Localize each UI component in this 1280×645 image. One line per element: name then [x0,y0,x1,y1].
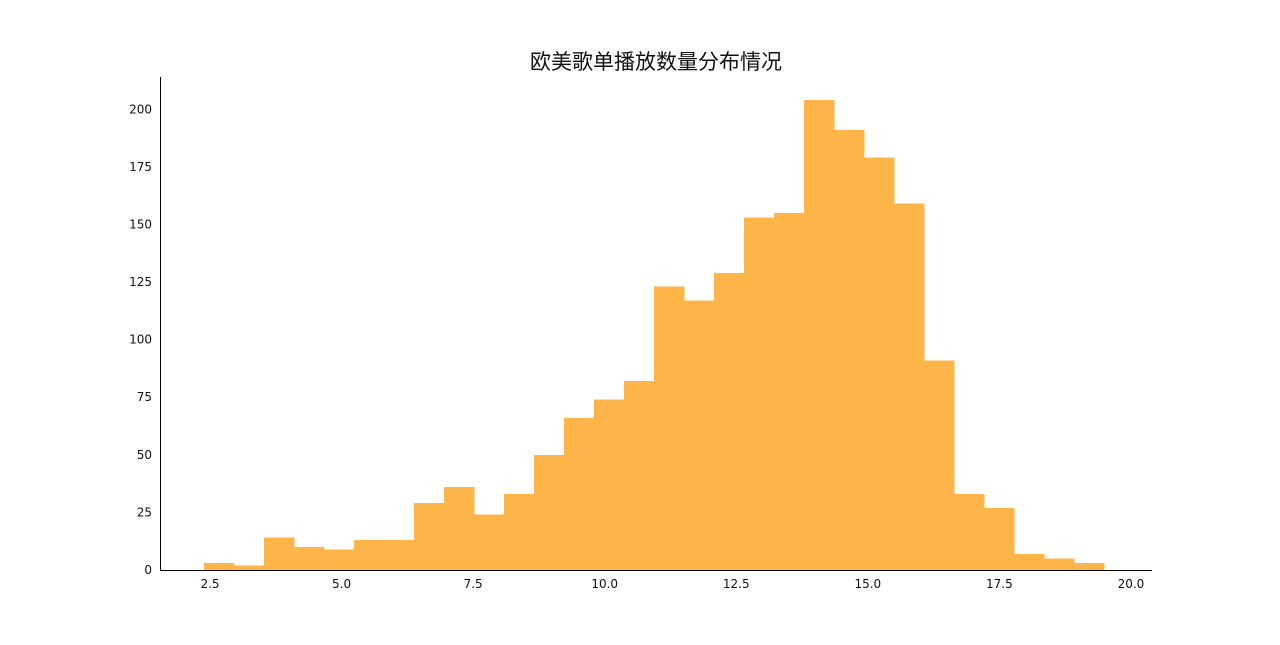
histogram-bar [834,129,865,571]
histogram-bar [774,212,805,570]
histogram-bar [624,381,655,570]
x-tick-label: 2.5 [200,577,219,591]
histogram-bar [414,503,445,570]
x-tick-label: 12.5 [723,577,750,591]
x-tick-label: 10.0 [591,577,618,591]
chart-title: 欧美歌单播放数量分布情况 [530,50,782,74]
histogram-bar [654,286,685,570]
histogram-bar [954,493,985,570]
histogram-bar [1014,553,1045,570]
histogram-bar [984,507,1015,570]
histogram-bar [264,537,295,570]
histogram-bar [204,563,235,570]
histogram-bar [294,546,325,570]
histogram-bar [684,300,715,570]
y-tick-label: 200 [129,102,152,116]
histogram-bar [384,540,415,570]
x-tick-label: 5.0 [332,577,351,591]
histogram-bar [564,417,595,570]
histogram-bar [474,514,505,570]
y-tick-label: 75 [137,390,152,404]
histogram-bar [444,487,475,570]
y-tick-label: 175 [129,160,152,174]
x-tick-label: 15.0 [854,577,881,591]
histogram-bar [504,493,535,570]
histogram-bar [864,157,895,570]
histogram-bar [924,360,955,570]
histogram-bar [1044,558,1075,570]
y-tick-label: 50 [137,448,152,462]
histogram-bar [234,565,265,570]
y-tick-label: 100 [129,333,152,347]
x-tick-label: 20.0 [1118,577,1145,591]
x-tick-label: 7.5 [464,577,483,591]
y-tick-label: 0 [144,563,152,577]
histogram-bar [534,454,565,570]
histogram-bar [744,217,775,571]
y-tick-label: 150 [129,217,152,231]
histogram-bar [324,549,355,570]
y-tick-label: 125 [129,275,152,289]
x-tick-label: 17.5 [986,577,1013,591]
histogram-bar [714,272,745,570]
histogram-bar [1074,563,1105,570]
histogram-bar [354,540,385,570]
histogram-bar [894,203,925,570]
histogram-bar [594,399,625,570]
y-tick-label: 25 [137,505,152,519]
histogram-bar [804,100,835,570]
